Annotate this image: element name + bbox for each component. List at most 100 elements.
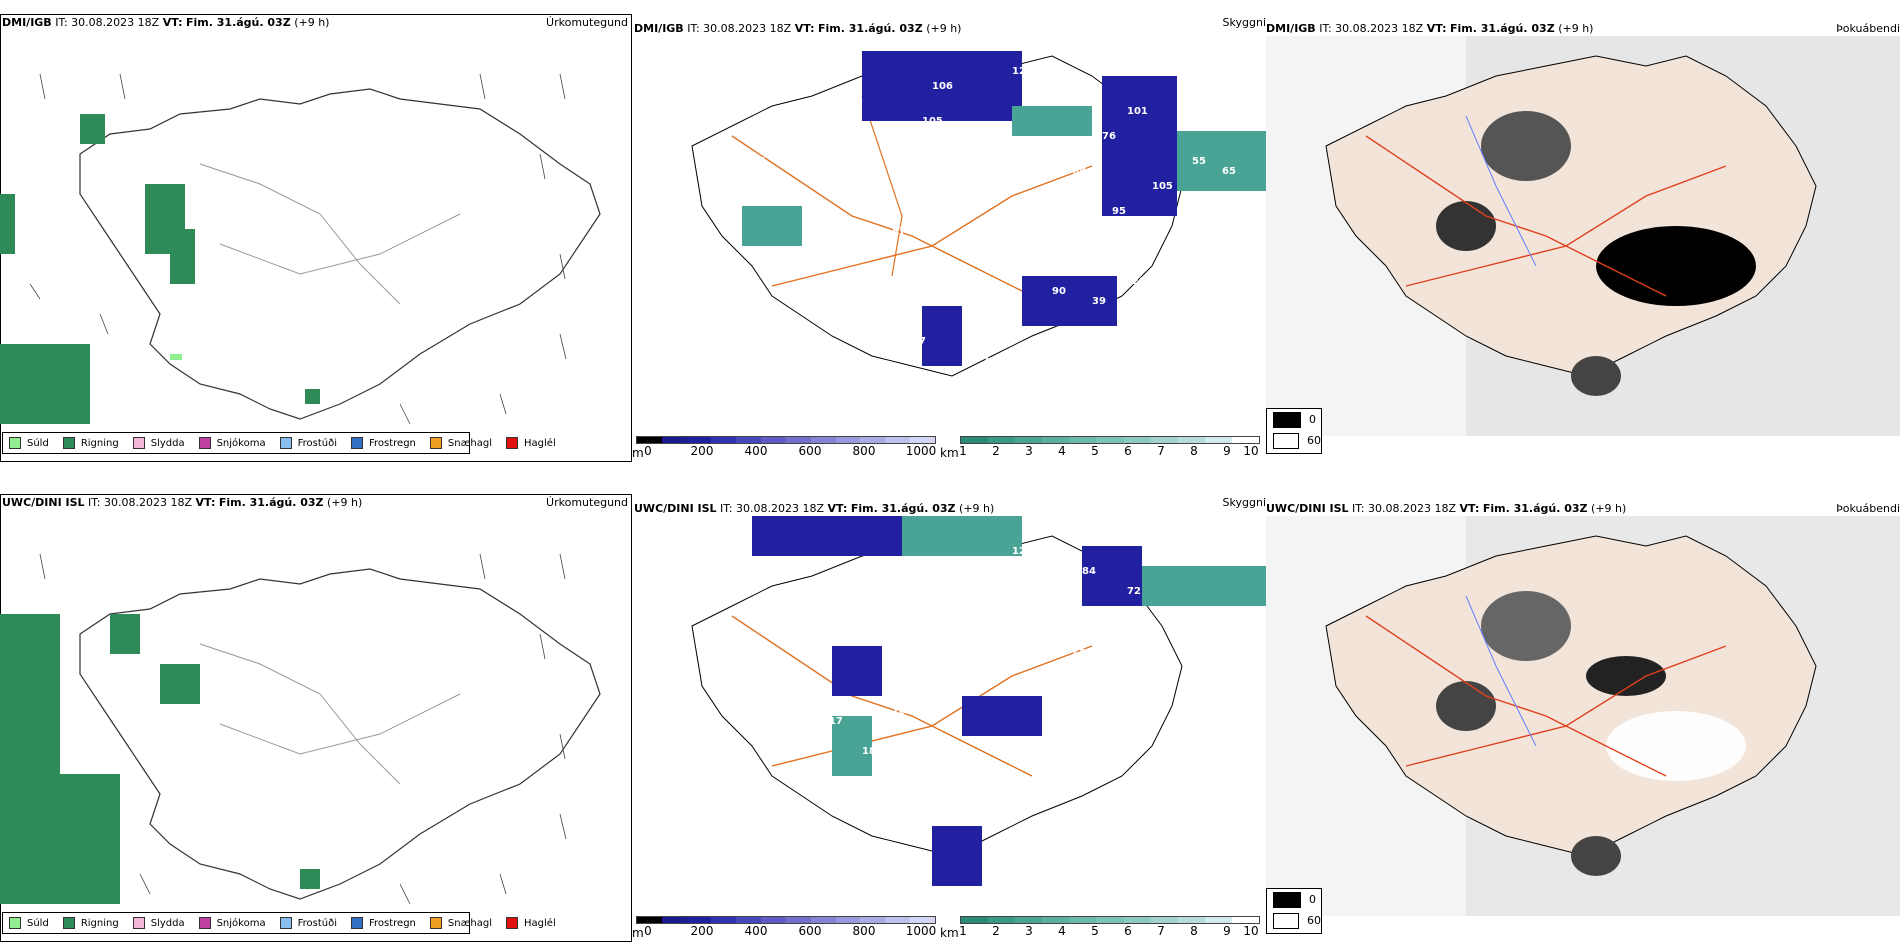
legend-item: Rigning <box>62 437 119 449</box>
colorbar-m-ticks: 0 200 400 600 800 1000 <box>636 924 936 938</box>
fog-legend-value: 0 <box>1309 413 1316 426</box>
legend-swatch <box>506 917 519 929</box>
colorbar-step <box>988 917 1016 923</box>
legend-item: Haglél <box>506 917 556 929</box>
legend-swatch <box>351 437 363 449</box>
vt-label: VT: <box>1459 502 1480 515</box>
fog-map-dmi <box>1266 36 1900 436</box>
vt-value: Fim. 31.ágú. 03Z <box>1450 22 1555 35</box>
visibility-value-label: 65 <box>1222 166 1236 177</box>
legend-swatch <box>62 917 75 929</box>
visibility-value-label: 84 <box>1082 566 1096 577</box>
panel-title-visibility: Skyggni <box>1222 16 1266 29</box>
colorbar-step <box>711 437 737 443</box>
colorbar-step <box>961 917 989 923</box>
colorbar-step <box>860 917 886 923</box>
visibility-value-label: 76 <box>1102 131 1116 142</box>
legend-swatch <box>279 917 292 929</box>
legend-label: Haglél <box>524 917 556 929</box>
colorbar-m-unit: m <box>632 926 644 940</box>
colorbar-tick: 3 <box>1025 924 1033 938</box>
it-label: IT: <box>88 496 101 509</box>
visibility-value-label: 109 <box>932 666 953 677</box>
legend-swatch <box>9 917 21 929</box>
visibility-value-label: 202 <box>1242 196 1263 207</box>
legend-swatch <box>279 437 292 449</box>
vt-value: Fim. 31.ágú. 03Z <box>186 16 291 29</box>
colorbar-step <box>1015 437 1043 443</box>
panel-title-precip: Úrkomutegund <box>546 16 628 29</box>
visibility-value-label: 98 <box>1082 86 1096 97</box>
colorbar-tick: 0 <box>644 924 652 938</box>
precip-map-uwc <box>0 494 632 942</box>
colorbar-tick: 400 <box>744 444 768 458</box>
colorbar-step <box>1231 917 1260 923</box>
vis-panel-uwc: UWC/DINI ISL IT: 30.08.2023 18Z VT: Fim.… <box>632 494 1266 942</box>
legend-item: Frostúði <box>279 917 337 929</box>
colorbar-tick: 4 <box>1058 444 1066 458</box>
colorbar-step <box>1096 917 1124 923</box>
visibility-value-label: 132 <box>932 561 953 572</box>
legend-item: Snæhagl <box>429 917 493 929</box>
it-value: 30.08.2023 18Z <box>71 16 160 29</box>
legend-label: Súld <box>27 437 49 449</box>
vt-value: Fim. 31.ágú. 03Z <box>818 22 923 35</box>
fog-swatch <box>1273 432 1299 449</box>
legend-label: Haglél <box>524 437 556 449</box>
legend-item: Frostregn <box>351 917 416 929</box>
visibility-value-label: 53 <box>912 816 926 827</box>
lead-time: (+9 h) <box>926 22 962 35</box>
colorbar-km-ticks: 1 2 3 4 5 6 7 8 9 10 <box>959 924 1260 938</box>
fog-swatch <box>1273 891 1301 908</box>
visibility-value-label: 117 <box>822 716 843 727</box>
legend-item: Frostúði <box>279 437 337 449</box>
colorbar-tick: 6 <box>1124 444 1132 458</box>
vt-label: VT: <box>1426 22 1447 35</box>
visibility-colorbar-km: 1 2 3 4 5 6 7 8 9 10 <box>959 436 1260 458</box>
panel-title-precip: Úrkomutegund <box>546 496 628 509</box>
colorbar-tick: 1 <box>959 924 967 938</box>
fog-panel-dmi: DMI/IGB IT: 30.08.2023 18Z VT: Fim. 31.á… <box>1266 14 1900 462</box>
visibility-value-label: 204 <box>1152 661 1173 672</box>
visibility-value-label: 101 <box>1127 106 1148 117</box>
it-value: 30.08.2023 18Z <box>1335 22 1424 35</box>
fog-map-uwc <box>1266 516 1900 916</box>
visibility-value-label: 55 <box>1192 156 1206 167</box>
colorbar-tick: 2 <box>992 924 1000 938</box>
colorbar-m-ramp <box>636 916 936 924</box>
colorbar-tick: 7 <box>1157 444 1165 458</box>
colorbar-tick: 4 <box>1058 924 1066 938</box>
visibility-value-label: 95 <box>1112 206 1126 217</box>
panel-header: UWC/DINI ISL IT: 30.08.2023 18Z VT: Fim.… <box>1266 502 1626 515</box>
fog-legend-row: 60 <box>1267 910 1321 931</box>
visibility-value-label: 40 <box>782 666 796 677</box>
it-value: 30.08.2023 18Z <box>104 496 193 509</box>
visibility-map-dmi <box>691 51 1266 377</box>
visibility-colorbar-m: 0 200 400 600 800 1000 <box>636 916 936 938</box>
legend-label: Súld <box>27 917 49 929</box>
colorbar-step <box>1123 917 1151 923</box>
legend-swatch <box>62 437 75 449</box>
colorbar-step <box>736 437 762 443</box>
colorbar-tick: 0 <box>644 444 652 458</box>
legend-label: Snæhagl <box>447 437 493 449</box>
colorbar-step <box>761 917 786 923</box>
visibility-value-label: 75 <box>1072 646 1086 657</box>
colorbar-step <box>885 437 911 443</box>
colorbar-tick: 800 <box>852 924 876 938</box>
colorbar-tick: 6 <box>1124 924 1132 938</box>
legend-label: Snæhagl <box>447 917 493 929</box>
colorbar-step <box>835 437 861 443</box>
colorbar-tick: 7 <box>1157 924 1165 938</box>
visibility-value-label: 180 <box>862 746 883 757</box>
colorbar-tick: 600 <box>798 924 822 938</box>
precip-type-legend: Súld Rigning Slydda Snjókoma Frostúði Fr… <box>2 432 556 454</box>
colorbar-tick: 9 <box>1223 444 1231 458</box>
precip-map-dmi <box>0 14 632 462</box>
it-label: IT: <box>720 502 733 515</box>
it-value: 30.08.2023 18Z <box>703 22 792 35</box>
legend-item: Slydda <box>132 437 185 449</box>
visibility-value-label: 143 <box>992 131 1013 142</box>
model-source: DMI/IGB <box>2 16 52 29</box>
visibility-value-label: 126 <box>1012 546 1033 557</box>
